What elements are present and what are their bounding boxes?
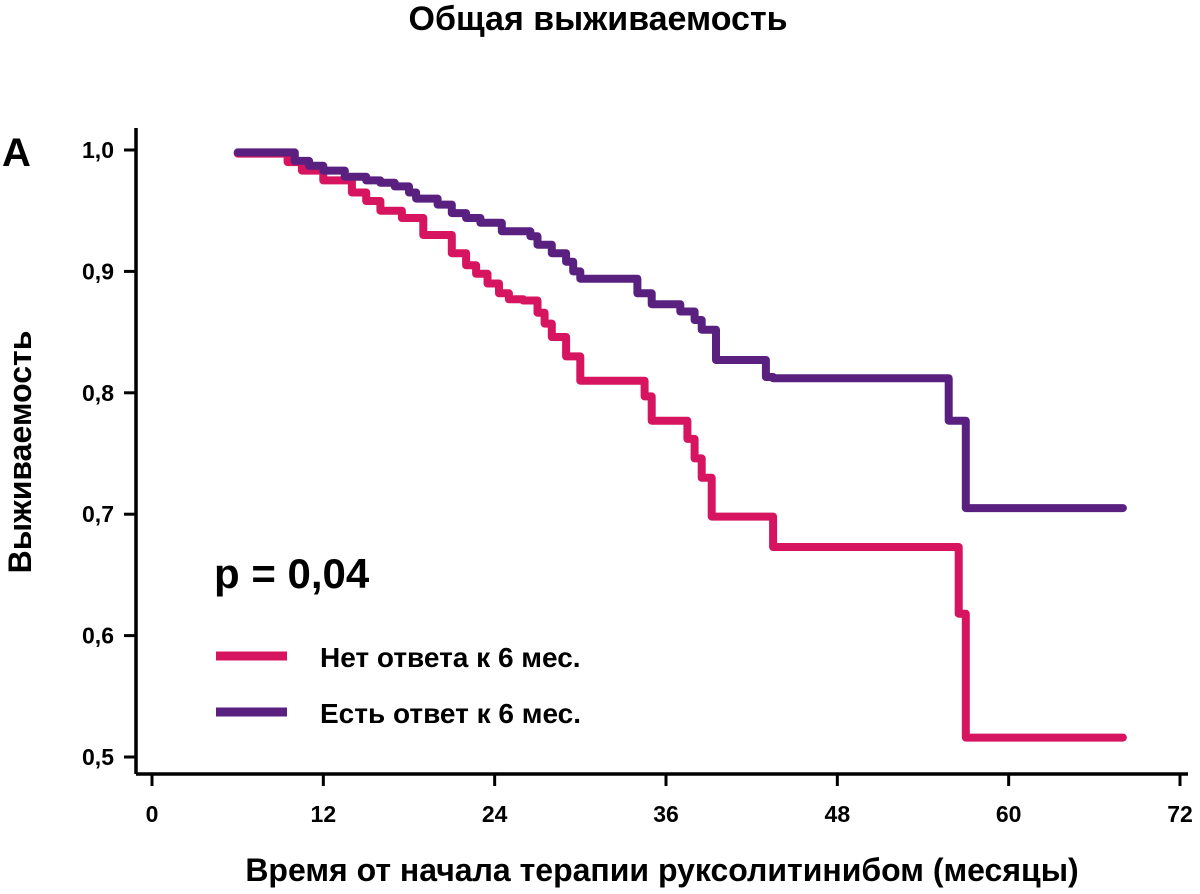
legend-label-response: Есть ответ к 6 мес. [320, 698, 581, 729]
x-tick-label: 24 [482, 801, 508, 827]
y-tick-label: 1,0 [82, 137, 114, 163]
x-tick-label: 0 [146, 801, 159, 827]
chart-title: Общая выживаемость [409, 0, 788, 38]
curve-no-response [233, 149, 1127, 742]
x-tick-label: 60 [996, 801, 1022, 827]
x-axis-ticks: 0 12 24 36 48 60 72 [146, 774, 1193, 827]
panel-label: А [2, 131, 31, 175]
legend: Нет ответа к 6 мес. Есть ответ к 6 мес. [216, 642, 581, 729]
y-tick-label: 0,5 [82, 744, 114, 770]
survival-curves [233, 148, 1127, 742]
y-axis-label: Выживаемость [2, 331, 38, 574]
legend-label-no-response: Нет ответа к 6 мес. [320, 642, 581, 673]
y-tick-label: 0,8 [82, 380, 114, 406]
x-tick-label: 72 [1167, 801, 1193, 827]
y-tick-label: 0,9 [82, 258, 114, 284]
x-tick-label: 48 [825, 801, 851, 827]
curve-response [233, 148, 1127, 513]
x-tick-label: 36 [653, 801, 679, 827]
p-value-annotation: p = 0,04 [214, 550, 370, 597]
y-tick-label: 0,6 [82, 623, 114, 649]
y-tick-label: 0,7 [82, 501, 114, 527]
x-axis-label: Время от начала терапии руксолитинибом (… [245, 852, 1078, 888]
y-axis-ticks: 1,0 0,9 0,8 0,7 0,6 0,5 [82, 137, 136, 770]
x-tick-label: 12 [311, 801, 337, 827]
